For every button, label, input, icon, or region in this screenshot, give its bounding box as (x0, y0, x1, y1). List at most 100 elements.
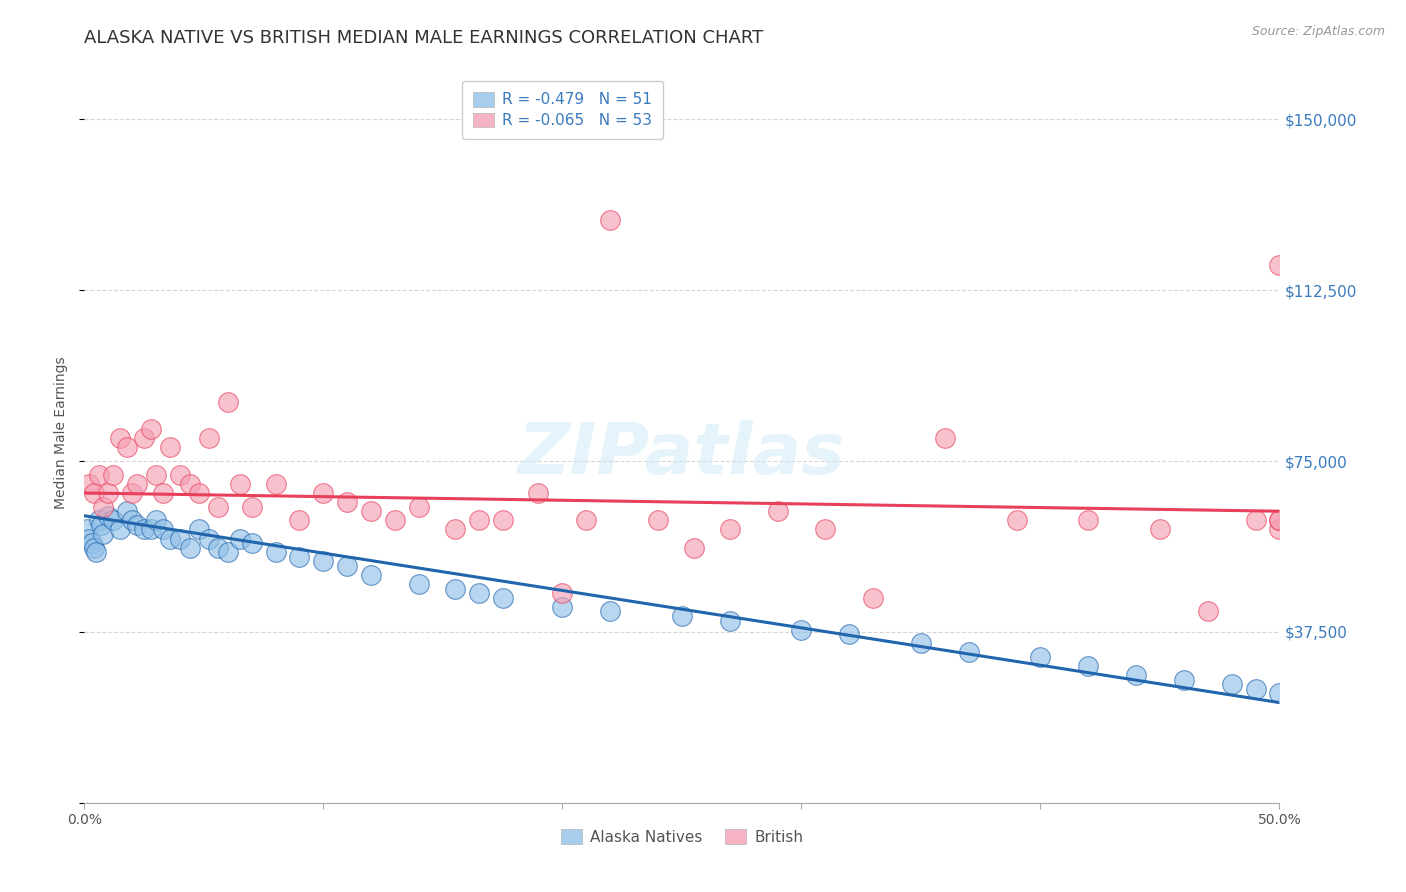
Point (444, 582, 467, 596)
Point (1029, 650, 1052, 665)
Text: ZIPatlas: ZIPatlas (519, 420, 845, 490)
Point (87, 513, 110, 527)
Point (93, 500, 115, 514)
Point (197, 431, 219, 445)
Point (229, 476, 252, 491)
Point (141, 422, 163, 436)
Point (117, 504, 139, 518)
Point (492, 591, 515, 605)
Point (766, 504, 789, 518)
Y-axis label: Median Male Earnings: Median Male Earnings (55, 356, 69, 509)
Point (169, 532, 191, 546)
Point (83, 486, 105, 500)
Point (360, 504, 382, 518)
Point (599, 604, 621, 618)
Point (77, 532, 100, 546)
Point (838, 627, 860, 641)
Point (718, 523, 741, 537)
Point (671, 609, 693, 624)
Point (152, 486, 174, 500)
Point (910, 636, 932, 650)
Text: ALASKA NATIVE VS BRITISH MEDIAN MALE EARNINGS CORRELATION CHART: ALASKA NATIVE VS BRITISH MEDIAN MALE EAR… (84, 29, 763, 47)
Point (83, 541, 105, 555)
Point (360, 568, 382, 582)
Point (1173, 673, 1195, 687)
Point (152, 523, 174, 537)
Point (80, 536, 103, 550)
Point (217, 545, 239, 559)
Point (575, 513, 598, 527)
Point (86, 545, 108, 559)
Point (1244, 513, 1267, 527)
Point (110, 431, 132, 445)
Point (1077, 659, 1099, 673)
Point (468, 513, 491, 527)
Point (125, 476, 148, 491)
Point (599, 212, 621, 227)
Point (551, 599, 574, 614)
Point (125, 517, 148, 532)
Point (121, 513, 143, 527)
Point (1197, 604, 1219, 618)
Point (141, 523, 163, 537)
Point (1125, 668, 1147, 682)
Point (97, 486, 120, 500)
Point (145, 467, 167, 482)
Point (179, 476, 201, 491)
Point (1077, 513, 1099, 527)
Legend: Alaska Natives, British: Alaska Natives, British (554, 823, 810, 851)
Point (179, 541, 201, 555)
Point (957, 645, 980, 659)
Point (1268, 513, 1291, 527)
Point (217, 395, 239, 409)
Point (188, 523, 211, 537)
Point (312, 486, 335, 500)
Point (90, 517, 112, 532)
Point (159, 441, 181, 455)
Point (683, 541, 706, 555)
Point (814, 523, 837, 537)
Point (121, 486, 143, 500)
Point (93, 527, 115, 541)
Point (1005, 513, 1028, 527)
Point (408, 500, 430, 514)
Point (862, 591, 884, 605)
Point (76, 523, 98, 537)
Point (101, 467, 124, 482)
Point (1268, 523, 1291, 537)
Point (408, 577, 430, 591)
Point (647, 513, 669, 527)
Point (132, 523, 156, 537)
Text: Source: ZipAtlas.com: Source: ZipAtlas.com (1251, 25, 1385, 38)
Point (132, 431, 156, 445)
Point (1268, 513, 1291, 527)
Point (468, 586, 491, 600)
Point (934, 431, 956, 445)
Point (312, 554, 335, 568)
Point (264, 476, 287, 491)
Point (240, 500, 263, 514)
Point (288, 549, 311, 564)
Point (1220, 677, 1243, 691)
Point (1149, 523, 1171, 537)
Point (207, 541, 229, 555)
Point (197, 532, 219, 546)
Point (145, 513, 167, 527)
Point (527, 486, 550, 500)
Point (384, 513, 406, 527)
Point (492, 513, 515, 527)
Point (336, 558, 359, 573)
Point (1268, 686, 1291, 700)
Point (264, 545, 287, 559)
Point (87, 467, 110, 482)
Point (240, 536, 263, 550)
Point (444, 523, 467, 537)
Point (718, 614, 741, 628)
Point (551, 586, 574, 600)
Point (101, 513, 124, 527)
Point (1244, 681, 1267, 696)
Point (288, 513, 311, 527)
Point (117, 441, 139, 455)
Point (790, 623, 813, 637)
Point (169, 467, 191, 482)
